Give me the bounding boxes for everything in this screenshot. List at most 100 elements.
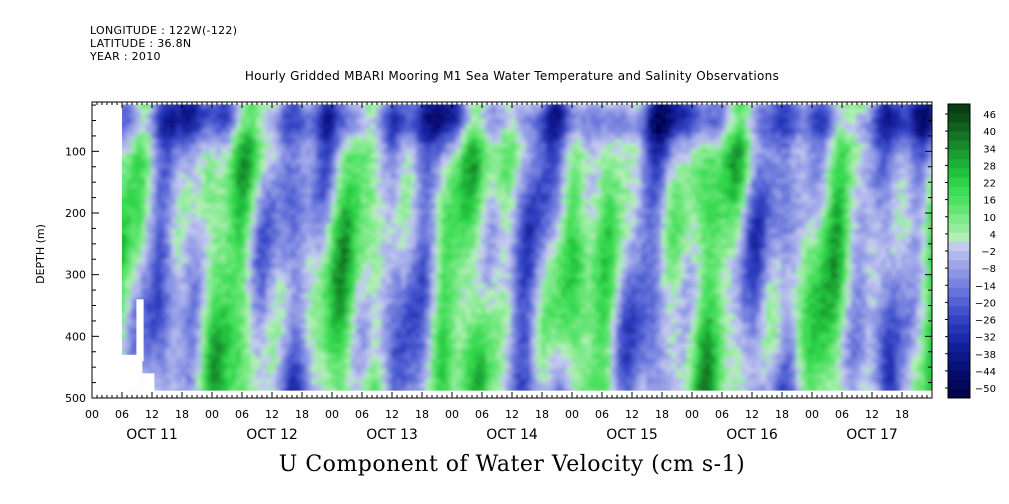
heatmap-cell bbox=[371, 123, 377, 130]
heatmap-cell bbox=[306, 153, 312, 160]
heatmap-cell bbox=[206, 323, 212, 330]
heatmap-cell bbox=[481, 378, 487, 385]
heatmap-cell bbox=[206, 383, 212, 390]
heatmap-cell bbox=[451, 233, 457, 240]
heatmap-cell bbox=[361, 173, 367, 180]
heatmap-cell bbox=[181, 198, 187, 205]
heatmap-cell bbox=[246, 388, 252, 391]
heatmap-cell bbox=[386, 278, 392, 285]
heatmap-cell bbox=[131, 188, 137, 195]
heatmap-cell bbox=[331, 193, 337, 200]
heatmap-cell bbox=[336, 143, 342, 150]
heatmap-cell bbox=[391, 213, 397, 220]
heatmap-cell bbox=[276, 353, 282, 360]
heatmap-cell bbox=[226, 328, 232, 335]
heatmap-cell bbox=[276, 158, 282, 165]
heatmap-cell bbox=[271, 178, 277, 185]
heatmap-cell bbox=[411, 113, 417, 120]
heatmap-cell bbox=[226, 278, 232, 285]
heatmap-cell bbox=[391, 113, 397, 120]
heatmap-cell bbox=[421, 338, 427, 345]
heatmap-cell bbox=[321, 243, 327, 250]
heatmap-cell bbox=[386, 338, 392, 345]
heatmap-cell bbox=[316, 223, 322, 230]
heatmap-cell bbox=[116, 193, 122, 199]
heatmap-cell bbox=[196, 208, 202, 215]
heatmap-cell bbox=[226, 238, 232, 245]
heatmap-cell bbox=[476, 263, 482, 270]
heatmap-cell bbox=[116, 258, 122, 264]
heatmap-cell bbox=[261, 323, 267, 330]
heatmap-cell bbox=[306, 108, 312, 115]
heatmap-cell bbox=[426, 148, 432, 155]
heatmap-cell bbox=[266, 328, 272, 335]
heatmap-cell bbox=[356, 113, 362, 120]
heatmap-cell bbox=[481, 328, 487, 335]
heatmap-cell bbox=[486, 183, 492, 190]
heatmap-cell bbox=[446, 223, 452, 230]
heatmap-cell bbox=[361, 328, 367, 335]
heatmap-cell bbox=[311, 138, 317, 145]
heatmap-cell bbox=[321, 113, 327, 120]
heatmap-cell bbox=[346, 143, 352, 150]
heatmap-cell bbox=[181, 104, 187, 110]
heatmap-cell bbox=[416, 363, 422, 370]
heatmap-cell bbox=[466, 143, 472, 150]
heatmap-cell bbox=[331, 253, 337, 260]
heatmap-cell bbox=[286, 113, 292, 120]
heatmap-cell bbox=[221, 373, 227, 380]
heatmap-cell bbox=[371, 378, 377, 385]
heatmap-cell bbox=[181, 223, 187, 230]
heatmap-cell bbox=[436, 148, 442, 155]
heatmap-cell bbox=[236, 248, 242, 255]
heatmap-cell bbox=[446, 173, 452, 180]
heatmap-cell bbox=[416, 263, 422, 270]
heatmap-cell bbox=[291, 203, 297, 210]
heatmap-cell bbox=[431, 343, 437, 350]
heatmap-cell bbox=[336, 183, 342, 190]
heatmap-cell bbox=[286, 158, 292, 165]
heatmap-cell bbox=[321, 138, 327, 145]
heatmap-cell bbox=[236, 278, 242, 285]
heatmap-cell bbox=[356, 313, 362, 320]
heatmap-cell bbox=[406, 328, 412, 335]
heatmap-cell bbox=[421, 388, 427, 391]
heatmap-cell bbox=[426, 218, 432, 225]
heatmap-cell bbox=[271, 283, 277, 290]
heatmap-cell bbox=[321, 238, 327, 245]
heatmap-cell bbox=[286, 178, 292, 185]
heatmap-cell bbox=[306, 123, 312, 130]
heatmap-cell bbox=[451, 293, 457, 300]
heatmap-cell bbox=[441, 168, 447, 175]
heatmap-cell bbox=[521, 253, 527, 260]
heatmap-cell bbox=[141, 303, 147, 310]
heatmap-cell bbox=[236, 238, 242, 245]
heatmap-cell bbox=[481, 323, 487, 330]
heatmap-cell bbox=[251, 153, 257, 160]
heatmap-cell bbox=[381, 238, 387, 245]
heatmap-cell bbox=[511, 173, 517, 180]
heatmap-cell bbox=[206, 118, 212, 125]
heatmap-cell bbox=[186, 273, 192, 280]
heatmap-cell bbox=[416, 258, 422, 265]
heatmap-cell bbox=[131, 183, 137, 190]
heatmap-cell bbox=[246, 213, 252, 220]
heatmap-cell bbox=[406, 248, 412, 255]
heatmap-cell bbox=[321, 173, 327, 180]
heatmap-cell bbox=[286, 133, 292, 140]
heatmap-cell bbox=[376, 363, 382, 370]
heatmap-cell bbox=[386, 213, 392, 220]
heatmap-cell bbox=[126, 113, 132, 120]
heatmap-cell bbox=[506, 218, 512, 225]
heatmap-cell bbox=[196, 218, 202, 225]
heatmap-cell bbox=[271, 133, 277, 140]
heatmap-cell bbox=[431, 143, 437, 150]
heatmap-cell bbox=[301, 228, 307, 235]
heatmap-cell bbox=[351, 228, 357, 235]
heatmap-cell bbox=[181, 193, 187, 200]
heatmap-cell bbox=[256, 243, 262, 250]
heatmap-cell bbox=[336, 303, 342, 310]
heatmap-cell bbox=[421, 353, 427, 360]
heatmap-cell bbox=[501, 388, 507, 391]
heatmap-cell bbox=[196, 113, 202, 120]
